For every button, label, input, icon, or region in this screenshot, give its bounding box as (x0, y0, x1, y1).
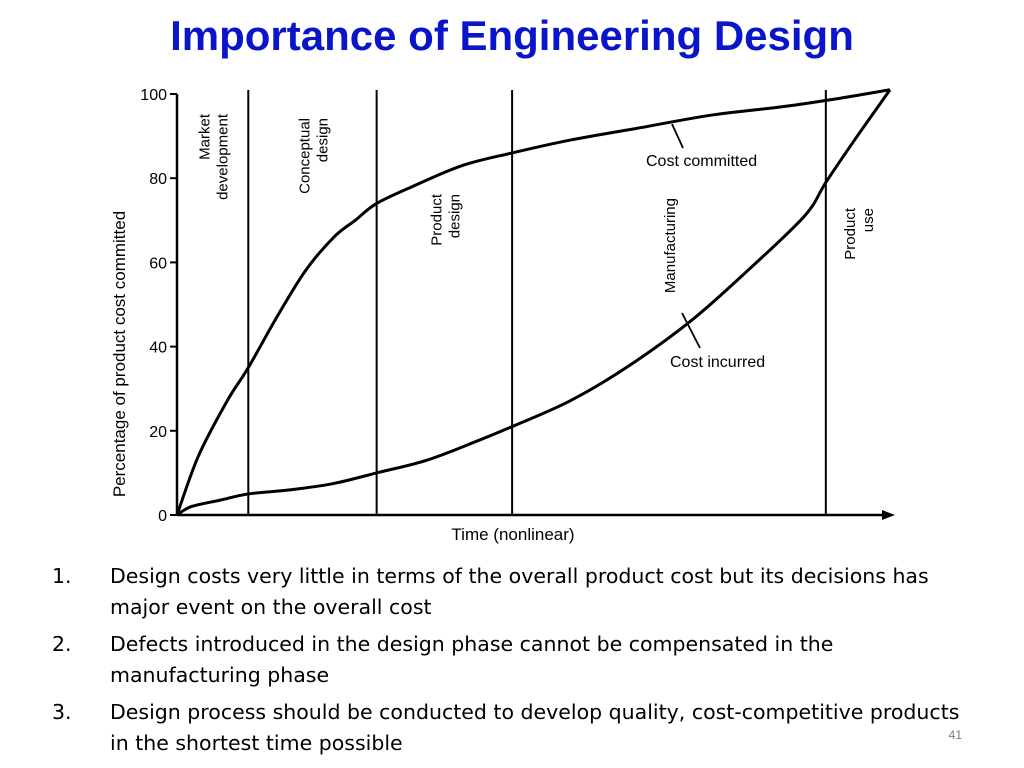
cost-committed-line (175, 88, 891, 516)
list-item: 3. Design process should be conducted to… (52, 697, 972, 759)
series-labels: Cost committed Cost incurred (646, 123, 765, 371)
phase-boundaries (247, 90, 827, 515)
series-label: Cost committed (646, 153, 757, 170)
series-label: Cost incurred (670, 354, 765, 371)
item-number: 3. (52, 700, 72, 724)
y-tick-label: 100 (140, 87, 167, 104)
list-item: 2. Defects introduced in the design phas… (52, 629, 972, 691)
y-axis-label: Percentage of product cost committed (110, 211, 129, 497)
series-leader-line (681, 312, 701, 349)
chart: 0 20 40 60 80 100 Market development Conceptual… (100, 78, 910, 550)
slide-number: 41 (948, 728, 962, 742)
phase-label-line: Manufacturing (662, 198, 679, 293)
item-text: Design costs very little in terms of the… (110, 564, 929, 619)
axes (175, 94, 895, 520)
y-tick-label: 40 (149, 340, 167, 357)
y-tick-label: 0 (158, 508, 167, 525)
item-text: Defects introduced in the design phase c… (110, 632, 834, 687)
phase-label-line: Product (842, 207, 859, 260)
phase-label: Manufacturing (662, 198, 679, 293)
phase-label: Product use (842, 207, 877, 260)
series-lines (175, 88, 892, 517)
list-item: 1. Design costs very little in terms of … (52, 561, 972, 623)
y-tick-label: 60 (149, 255, 167, 272)
phase-labels: Market development Conceptual designProduct… (197, 113, 877, 293)
phase-label-line: design (314, 118, 331, 162)
item-number: 2. (52, 632, 72, 656)
chart-svg: 0 20 40 60 80 100 Market development Conceptual… (110, 87, 895, 544)
phase-label-line: Conceptual (296, 118, 313, 194)
y-tick-label: 20 (149, 424, 167, 441)
slide-title: Importance of Engineering Design (170, 12, 854, 59)
y-tick-label: 80 (149, 171, 167, 188)
cost-incurred-line (176, 88, 892, 517)
phase-label-line: Market (197, 113, 214, 160)
phase-label-line: use (860, 208, 877, 232)
item-text: Design process should be conducted to de… (110, 700, 960, 755)
phase-label-line: Product (428, 193, 445, 246)
x-axis-arrow-icon (882, 510, 895, 520)
key-points-list: 1. Design costs very little in terms of … (52, 561, 972, 765)
phase-label: Product design (428, 193, 463, 246)
x-axis-label: Time (nonlinear) (451, 525, 574, 544)
item-number: 1. (52, 564, 72, 588)
y-ticks: 0 20 40 60 80 100 (140, 87, 177, 525)
phase-label-line: design (446, 194, 463, 238)
phase-label: Conceptual design (296, 118, 331, 194)
phase-label-line: development (215, 113, 232, 200)
series-leader-line (671, 123, 684, 149)
phase-label: Market development (197, 113, 232, 200)
